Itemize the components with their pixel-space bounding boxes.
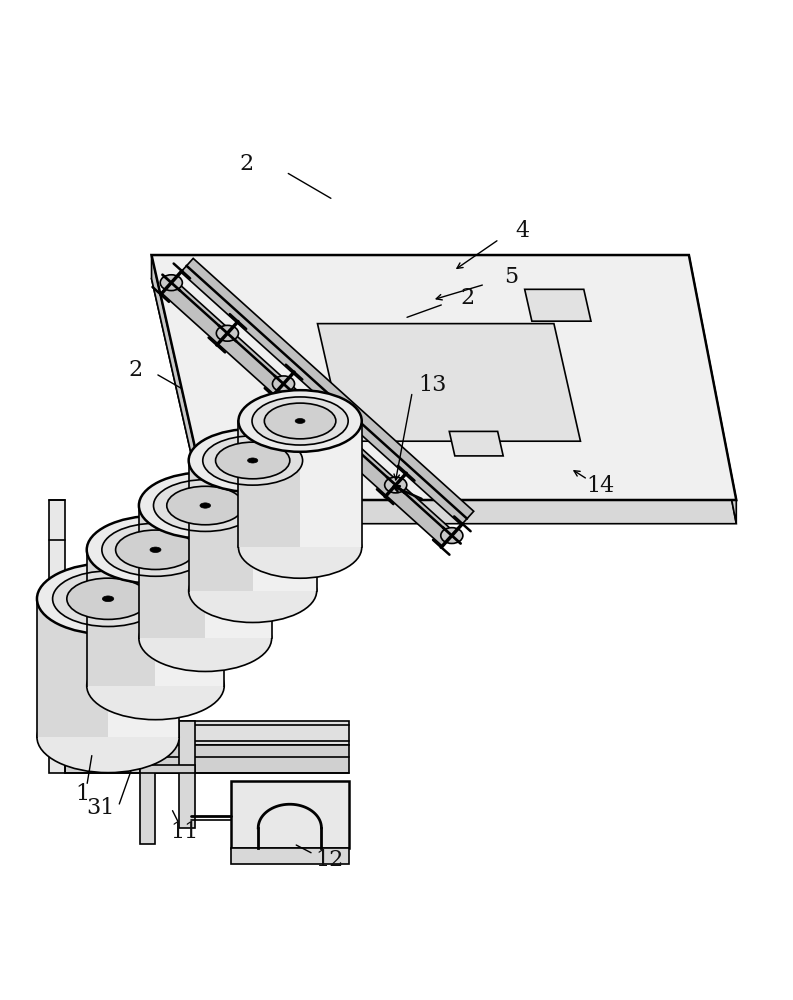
Polygon shape: [525, 289, 591, 321]
Ellipse shape: [328, 427, 351, 442]
Ellipse shape: [37, 702, 179, 773]
Text: 2: 2: [239, 153, 254, 175]
Polygon shape: [140, 765, 195, 773]
Ellipse shape: [37, 563, 179, 634]
Ellipse shape: [216, 442, 289, 479]
Ellipse shape: [139, 472, 272, 539]
Ellipse shape: [295, 419, 305, 423]
Ellipse shape: [247, 458, 258, 463]
Ellipse shape: [139, 605, 272, 671]
Ellipse shape: [200, 503, 211, 508]
Ellipse shape: [154, 480, 257, 531]
Ellipse shape: [116, 530, 195, 569]
Polygon shape: [155, 550, 224, 686]
Polygon shape: [151, 279, 736, 524]
Polygon shape: [37, 599, 108, 737]
Polygon shape: [139, 506, 205, 638]
Ellipse shape: [86, 652, 224, 720]
Ellipse shape: [239, 390, 362, 452]
Ellipse shape: [203, 436, 303, 485]
Ellipse shape: [67, 578, 149, 619]
Polygon shape: [140, 721, 155, 844]
Polygon shape: [49, 500, 64, 773]
Ellipse shape: [441, 528, 463, 543]
Text: 14: 14: [586, 475, 615, 497]
Text: 4: 4: [516, 220, 530, 242]
Ellipse shape: [86, 516, 224, 584]
Ellipse shape: [385, 477, 407, 493]
Polygon shape: [179, 721, 195, 828]
Polygon shape: [162, 280, 454, 546]
Polygon shape: [151, 255, 207, 524]
Ellipse shape: [160, 275, 182, 291]
Text: 11: 11: [170, 821, 199, 843]
Polygon shape: [450, 431, 504, 456]
Polygon shape: [64, 721, 349, 745]
Ellipse shape: [52, 571, 163, 627]
Text: 2: 2: [461, 287, 475, 309]
Text: 31: 31: [86, 797, 114, 819]
Polygon shape: [689, 255, 736, 524]
Ellipse shape: [102, 523, 209, 576]
Polygon shape: [189, 460, 253, 591]
Text: 13: 13: [418, 374, 446, 396]
Polygon shape: [253, 460, 316, 591]
Ellipse shape: [102, 596, 113, 602]
Polygon shape: [108, 599, 179, 737]
Text: 5: 5: [504, 266, 518, 288]
Ellipse shape: [252, 397, 348, 445]
Polygon shape: [64, 745, 349, 773]
Polygon shape: [151, 255, 736, 500]
Polygon shape: [317, 324, 580, 441]
Ellipse shape: [216, 325, 239, 341]
Polygon shape: [239, 421, 300, 547]
Ellipse shape: [189, 429, 316, 492]
Polygon shape: [231, 781, 349, 848]
Ellipse shape: [264, 403, 336, 439]
Ellipse shape: [239, 517, 362, 578]
Ellipse shape: [167, 486, 243, 525]
Polygon shape: [231, 848, 349, 864]
Text: 2: 2: [128, 359, 143, 381]
Text: 1: 1: [75, 783, 89, 805]
Polygon shape: [181, 258, 473, 525]
Polygon shape: [300, 421, 362, 547]
Polygon shape: [86, 550, 155, 686]
Text: 12: 12: [315, 849, 343, 871]
Ellipse shape: [273, 376, 294, 392]
Polygon shape: [205, 506, 272, 638]
Ellipse shape: [189, 559, 316, 622]
Ellipse shape: [150, 547, 161, 553]
